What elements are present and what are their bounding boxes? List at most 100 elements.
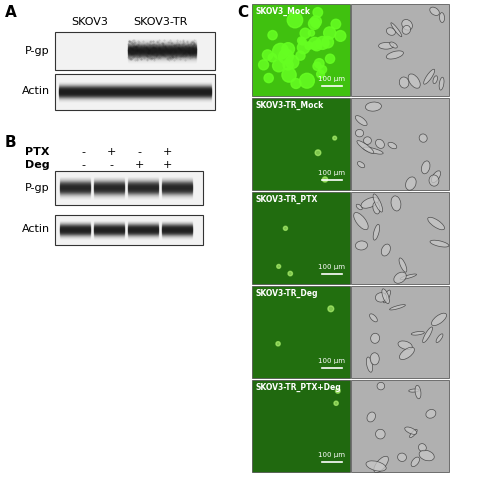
Ellipse shape bbox=[432, 171, 440, 183]
Circle shape bbox=[313, 7, 322, 17]
Text: 100 μm: 100 μm bbox=[318, 358, 345, 364]
Circle shape bbox=[331, 19, 340, 29]
Ellipse shape bbox=[398, 453, 406, 462]
Bar bbox=[351, 4, 449, 96]
Ellipse shape bbox=[398, 341, 412, 349]
Text: +: + bbox=[162, 160, 172, 170]
Circle shape bbox=[278, 49, 293, 64]
Circle shape bbox=[272, 59, 285, 72]
Text: -: - bbox=[81, 160, 85, 170]
Ellipse shape bbox=[422, 327, 432, 343]
Ellipse shape bbox=[422, 161, 430, 174]
Ellipse shape bbox=[363, 147, 383, 154]
Ellipse shape bbox=[382, 244, 390, 256]
Text: SKOV3-TR_Deg: SKOV3-TR_Deg bbox=[255, 289, 318, 298]
Ellipse shape bbox=[411, 457, 420, 466]
Ellipse shape bbox=[364, 137, 372, 145]
Ellipse shape bbox=[429, 175, 439, 186]
Ellipse shape bbox=[402, 25, 410, 34]
Circle shape bbox=[312, 41, 322, 51]
Circle shape bbox=[314, 59, 324, 68]
Text: C: C bbox=[237, 5, 248, 20]
Text: SKOV3-TR: SKOV3-TR bbox=[133, 17, 187, 27]
Ellipse shape bbox=[439, 77, 444, 90]
Ellipse shape bbox=[373, 224, 380, 240]
Text: B: B bbox=[5, 135, 16, 150]
Circle shape bbox=[283, 60, 293, 70]
Text: SKOV3-TR_PTX+Deg: SKOV3-TR_PTX+Deg bbox=[255, 383, 341, 392]
Ellipse shape bbox=[386, 51, 404, 59]
Text: A: A bbox=[5, 5, 17, 20]
Circle shape bbox=[296, 51, 305, 60]
Circle shape bbox=[288, 271, 292, 276]
Text: P-gp: P-gp bbox=[26, 46, 50, 56]
Circle shape bbox=[282, 68, 296, 82]
Ellipse shape bbox=[408, 74, 420, 88]
Text: +: + bbox=[106, 147, 116, 157]
Circle shape bbox=[308, 30, 314, 36]
Circle shape bbox=[309, 37, 321, 49]
Ellipse shape bbox=[391, 23, 402, 37]
Circle shape bbox=[326, 54, 334, 63]
Text: 100 μm: 100 μm bbox=[318, 76, 345, 82]
Ellipse shape bbox=[419, 134, 427, 142]
Ellipse shape bbox=[376, 429, 385, 439]
Bar bbox=[55, 74, 215, 110]
Circle shape bbox=[308, 18, 320, 29]
Circle shape bbox=[268, 30, 277, 40]
Text: Actin: Actin bbox=[22, 86, 50, 96]
Circle shape bbox=[328, 306, 334, 312]
Circle shape bbox=[264, 74, 274, 83]
Ellipse shape bbox=[436, 334, 443, 343]
Circle shape bbox=[312, 21, 318, 27]
Bar bbox=[351, 192, 449, 284]
Bar bbox=[252, 192, 350, 284]
Circle shape bbox=[318, 66, 326, 74]
Circle shape bbox=[298, 42, 310, 54]
Circle shape bbox=[322, 36, 334, 48]
Circle shape bbox=[258, 60, 268, 70]
Ellipse shape bbox=[430, 7, 440, 16]
Ellipse shape bbox=[399, 258, 407, 272]
Text: 100 μm: 100 μm bbox=[318, 170, 345, 176]
Ellipse shape bbox=[432, 313, 446, 325]
Circle shape bbox=[336, 389, 340, 393]
Ellipse shape bbox=[430, 240, 449, 247]
Ellipse shape bbox=[419, 450, 434, 461]
Circle shape bbox=[316, 70, 324, 78]
Bar bbox=[252, 286, 350, 378]
Circle shape bbox=[276, 342, 280, 346]
Ellipse shape bbox=[373, 194, 382, 212]
Circle shape bbox=[316, 36, 329, 49]
Circle shape bbox=[282, 43, 294, 55]
Circle shape bbox=[287, 12, 302, 28]
Ellipse shape bbox=[402, 20, 412, 30]
Ellipse shape bbox=[370, 353, 380, 365]
Ellipse shape bbox=[408, 389, 419, 392]
Text: -: - bbox=[109, 160, 113, 170]
Circle shape bbox=[333, 136, 336, 140]
Ellipse shape bbox=[400, 274, 416, 279]
Circle shape bbox=[322, 177, 328, 182]
Ellipse shape bbox=[356, 116, 367, 125]
Ellipse shape bbox=[357, 141, 374, 153]
Circle shape bbox=[315, 150, 321, 155]
Circle shape bbox=[313, 62, 321, 71]
Ellipse shape bbox=[412, 331, 424, 335]
Ellipse shape bbox=[426, 410, 436, 418]
Ellipse shape bbox=[390, 305, 406, 310]
Circle shape bbox=[334, 401, 338, 405]
Text: Deg: Deg bbox=[26, 160, 50, 170]
Ellipse shape bbox=[358, 162, 364, 168]
Circle shape bbox=[262, 50, 272, 60]
Ellipse shape bbox=[391, 196, 401, 211]
Ellipse shape bbox=[406, 177, 416, 190]
Ellipse shape bbox=[428, 217, 444, 230]
Bar bbox=[252, 380, 350, 472]
Ellipse shape bbox=[356, 204, 362, 210]
Circle shape bbox=[291, 78, 301, 89]
Ellipse shape bbox=[370, 314, 378, 322]
Text: SKOV3: SKOV3 bbox=[72, 17, 108, 27]
Ellipse shape bbox=[367, 412, 376, 422]
Text: -: - bbox=[81, 147, 85, 157]
